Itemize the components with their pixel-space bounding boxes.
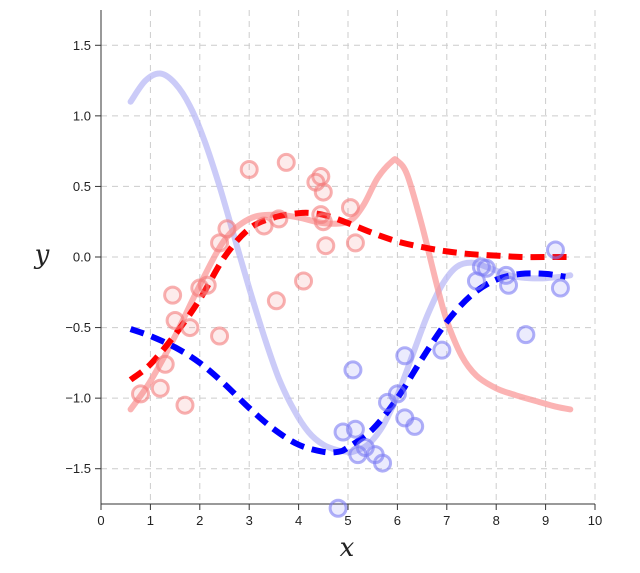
blue-scatter-point — [476, 258, 496, 278]
red-scatter-point — [197, 275, 217, 295]
red-scatter-point — [163, 285, 183, 305]
tick-labels: 0 1 2 3 4 5 6 7 8 9 10 −1.5 −1.0 −0.5 0.0 0.5 1.0 1.5 — [65, 38, 602, 528]
y-tick-label: 1.5 — [73, 38, 91, 53]
y-axis-label: y — [34, 240, 50, 270]
red-scatter-point — [345, 233, 365, 253]
y-tick-label: −1.0 — [65, 391, 91, 406]
red-solid-curve — [127, 156, 574, 413]
x-tick-label: 9 — [542, 513, 549, 528]
blue-scatter-point — [516, 325, 536, 345]
y-tick-label: −0.5 — [65, 320, 91, 335]
red-scatter-point — [269, 209, 289, 229]
blue-scatter-point — [550, 278, 570, 298]
blue-scatter-point — [343, 360, 363, 380]
x-tick-label: 0 — [97, 513, 104, 528]
red-scatter-point — [180, 318, 200, 338]
y-tick-label: 0.0 — [73, 250, 91, 265]
x-tick-label: 2 — [196, 513, 203, 528]
scatter-points — [131, 152, 570, 518]
red-scatter-point — [311, 167, 331, 187]
x-tick-label: 3 — [246, 513, 253, 528]
blue-scatter-point — [345, 419, 365, 439]
red-scatter-point — [316, 236, 336, 256]
blue-scatter-point — [545, 240, 565, 260]
x-axis-label: x — [340, 533, 355, 563]
x-tick-label: 7 — [443, 513, 450, 528]
y-tick-label: 0.5 — [73, 179, 91, 194]
blue-solid-curve — [127, 70, 574, 456]
x-tick-label: 10 — [588, 513, 602, 528]
series-lines — [127, 70, 574, 456]
blue-scatter-point — [405, 416, 425, 436]
blue-scatter-point — [387, 384, 407, 404]
x-tick-label: 1 — [147, 513, 154, 528]
blue-scatter-point — [395, 346, 415, 366]
x-tick-label: 4 — [295, 513, 302, 528]
red-scatter-point — [155, 354, 175, 374]
red-scatter-point — [239, 159, 259, 179]
blue-dashed-curve — [129, 270, 566, 456]
blue-scatter-point — [432, 340, 452, 360]
x-tick-label: 6 — [394, 513, 401, 528]
red-scatter-point — [313, 182, 333, 202]
red-scatter-point — [210, 233, 230, 253]
x-tick-label: 5 — [344, 513, 351, 528]
red-scatter-point — [254, 216, 274, 236]
blue-scatter-point — [328, 498, 348, 518]
red-scatter-point — [340, 198, 360, 218]
red-scatter-point — [217, 219, 237, 239]
red-scatter-point — [294, 271, 314, 291]
red-scatter-point — [165, 311, 185, 331]
red-scatter-point — [175, 395, 195, 415]
x-tick-label: 8 — [493, 513, 500, 528]
red-scatter-point — [210, 326, 230, 346]
red-scatter-point — [313, 212, 333, 232]
red-scatter-point — [131, 384, 151, 404]
blue-scatter-point — [499, 275, 519, 295]
y-tick-label: 1.0 — [73, 108, 91, 123]
red-scatter-point — [150, 378, 170, 398]
red-scatter-point — [276, 152, 296, 172]
axes — [95, 10, 596, 510]
red-scatter-point — [266, 291, 286, 311]
blue-scatter-point — [373, 453, 393, 473]
y-tick-label: −1.5 — [65, 461, 91, 476]
